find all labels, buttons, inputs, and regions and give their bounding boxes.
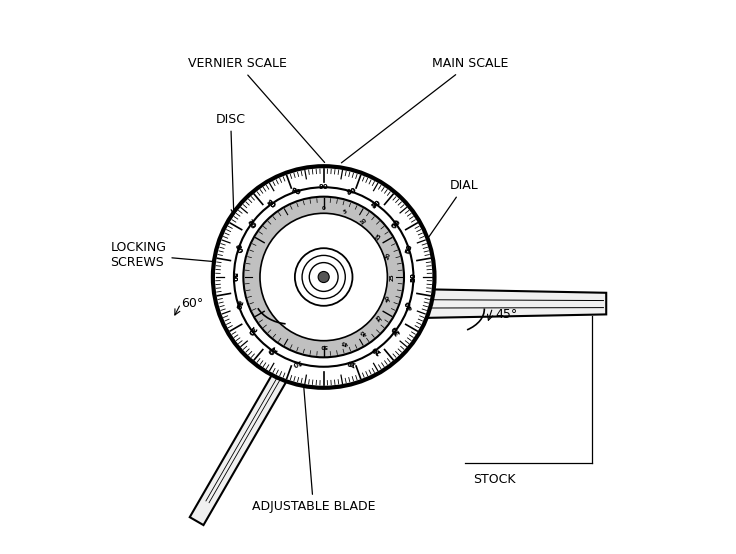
Text: ADJUSTABLE BLADE: ADJUSTABLE BLADE [252, 362, 375, 513]
Text: 40: 40 [359, 328, 368, 336]
Text: 45°: 45° [495, 307, 517, 321]
Text: 30: 30 [246, 324, 256, 336]
Polygon shape [313, 305, 335, 359]
Circle shape [244, 197, 404, 357]
Circle shape [295, 248, 353, 306]
Text: 40: 40 [411, 272, 417, 282]
Text: 60: 60 [391, 219, 402, 230]
Text: 40: 40 [405, 299, 414, 310]
Text: 50: 50 [320, 342, 328, 348]
Circle shape [234, 187, 414, 367]
Text: 60: 60 [246, 219, 256, 230]
Text: 10: 10 [359, 218, 368, 226]
Text: 70: 70 [265, 199, 277, 209]
Circle shape [309, 263, 338, 291]
Text: 50: 50 [405, 244, 414, 255]
Text: 20: 20 [385, 252, 392, 260]
Text: 50: 50 [411, 272, 417, 282]
Text: 30: 30 [405, 299, 414, 310]
Text: 5: 5 [342, 209, 347, 215]
Text: 40: 40 [234, 299, 243, 310]
Text: 90: 90 [346, 187, 357, 196]
Circle shape [316, 338, 331, 353]
Circle shape [321, 343, 327, 348]
Text: MAIN SCALE: MAIN SCALE [342, 57, 508, 163]
Text: 0: 0 [322, 206, 325, 212]
Text: 70: 70 [391, 218, 402, 230]
Text: DISC: DISC [216, 112, 246, 214]
Text: 80: 80 [291, 187, 302, 196]
Text: 0: 0 [348, 359, 355, 366]
Polygon shape [346, 288, 606, 320]
Text: 30: 30 [234, 299, 243, 310]
Text: 90: 90 [291, 187, 302, 196]
Circle shape [318, 271, 329, 283]
Text: 70: 70 [246, 218, 256, 230]
Text: 90: 90 [319, 184, 328, 190]
Text: 80: 80 [265, 199, 277, 209]
Text: 30: 30 [385, 294, 392, 302]
Text: 60°: 60° [181, 297, 203, 310]
Text: 10: 10 [291, 358, 302, 367]
Text: 10: 10 [346, 358, 357, 367]
Circle shape [302, 255, 345, 299]
Text: 60: 60 [405, 244, 414, 255]
Text: 50: 50 [234, 244, 243, 255]
Text: 20: 20 [391, 324, 402, 335]
Text: 20: 20 [246, 324, 256, 335]
Circle shape [213, 166, 434, 388]
Text: VERNIER SCALE: VERNIER SCALE [188, 57, 325, 162]
Text: 80: 80 [371, 199, 382, 209]
Text: LOCKING
SCREWS: LOCKING SCREWS [110, 241, 260, 269]
Text: STOCK: STOCK [473, 473, 516, 486]
Polygon shape [190, 311, 322, 525]
Text: 60: 60 [234, 244, 243, 255]
Text: 70: 70 [371, 199, 382, 209]
Text: 80: 80 [346, 187, 357, 196]
Text: 10: 10 [371, 345, 382, 355]
Text: 45: 45 [340, 338, 349, 345]
Text: 20: 20 [265, 345, 277, 355]
Text: 40: 40 [231, 272, 237, 282]
Text: 30: 30 [391, 324, 402, 336]
Text: 20: 20 [371, 345, 382, 355]
Text: DIAL: DIAL [412, 179, 478, 261]
Text: 35: 35 [375, 312, 383, 322]
Circle shape [260, 213, 387, 341]
Text: 15: 15 [375, 232, 383, 242]
Text: 50: 50 [231, 272, 237, 282]
Text: 25: 25 [389, 273, 394, 281]
Text: 10: 10 [265, 345, 277, 355]
